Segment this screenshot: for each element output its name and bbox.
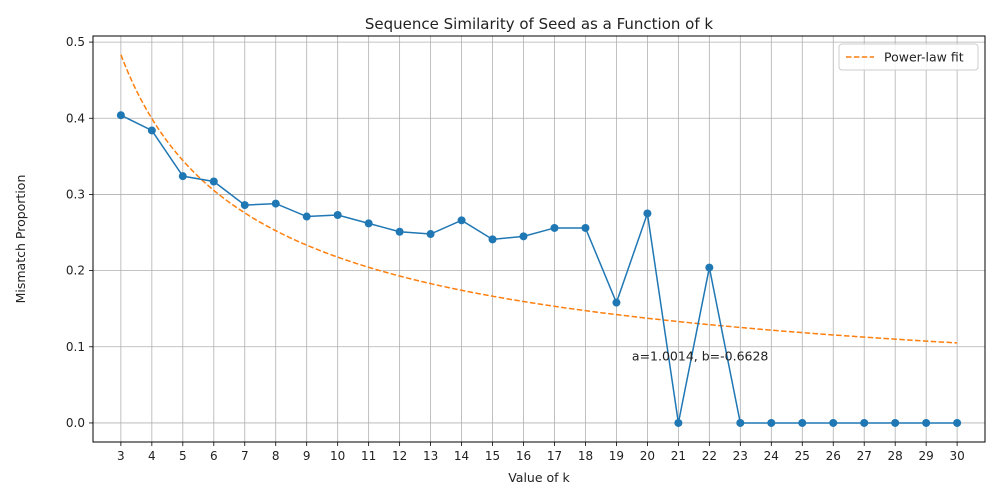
x-tick-label: 16: [516, 449, 531, 463]
fit-parameters-annotation: a=1.0014, b=-0.6628: [632, 348, 769, 363]
x-axis-ticks: 3 4 5 6 7 8 9 10 11 12 13 14 15 16 17 18 19 20 21 22 23 24 25 2…: [117, 442, 965, 463]
plot-frame: [92, 35, 986, 443]
data-point: [550, 223, 559, 232]
x-tick-label: 3: [117, 449, 125, 463]
data-point: [643, 209, 652, 218]
data-point: [891, 418, 900, 427]
data-point: [798, 418, 807, 427]
data-point: [581, 223, 590, 232]
data-point: [395, 227, 404, 236]
x-tick-label: 23: [733, 449, 748, 463]
data-point: [736, 418, 745, 427]
x-tick-label: 10: [330, 449, 345, 463]
x-tick-label: 21: [671, 449, 686, 463]
x-tick-label: 27: [857, 449, 872, 463]
data-point: [674, 418, 683, 427]
power-law-fit-layer: [120, 54, 958, 344]
x-tick-label: 20: [640, 449, 655, 463]
data-point: [364, 219, 373, 228]
x-tick-label: 11: [361, 449, 376, 463]
y-tick-label: 0.3: [66, 187, 85, 201]
chart-title: Sequence Similarity of Seed as a Functio…: [365, 15, 713, 33]
data-point: [519, 232, 528, 241]
data-series-layer: [116, 111, 962, 427]
x-tick-label: 7: [241, 449, 249, 463]
data-point: [953, 418, 962, 427]
data-point: [271, 199, 280, 208]
legend-box: [838, 43, 979, 71]
data-point: [302, 212, 311, 221]
y-tick-label: 0.1: [66, 340, 85, 354]
y-tick-label: 0.2: [66, 264, 85, 278]
x-tick-label: 26: [826, 449, 841, 463]
x-tick-label: 15: [485, 449, 500, 463]
x-tick-label: 18: [578, 449, 593, 463]
y-axis-title: Mismatch Proportion: [13, 175, 28, 304]
data-point: [457, 216, 466, 225]
data-point: [333, 211, 342, 220]
data-point: [860, 418, 869, 427]
x-tick-label: 12: [392, 449, 407, 463]
legend: Power-law fit: [838, 43, 979, 71]
data-point: [705, 263, 714, 272]
x-tick-label: 22: [702, 449, 717, 463]
data-point: [147, 126, 156, 135]
x-tick-label: 28: [888, 449, 903, 463]
x-tick-label: 13: [423, 449, 438, 463]
data-point: [767, 418, 776, 427]
x-tick-label: 30: [949, 449, 964, 463]
data-point: [829, 418, 838, 427]
data-point: [116, 111, 125, 120]
y-tick-label: 0.0: [66, 416, 85, 430]
data-point: [240, 201, 249, 210]
x-tick-label: 5: [179, 449, 187, 463]
data-point: [178, 172, 187, 181]
x-tick-label: 19: [609, 449, 624, 463]
y-tick-label: 0.5: [66, 35, 85, 49]
x-tick-label: 17: [547, 449, 562, 463]
x-tick-label: 24: [764, 449, 779, 463]
x-tick-label: 29: [919, 449, 934, 463]
y-axis-ticks: 0.0 0.1 0.2 0.3 0.4 0.5: [66, 35, 93, 430]
x-tick-label: 8: [272, 449, 280, 463]
data-point: [612, 298, 621, 307]
data-point: [209, 177, 218, 186]
x-tick-label: 6: [210, 449, 218, 463]
power-law-fit-line: [120, 54, 958, 344]
data-point: [426, 230, 435, 239]
legend-label-power-law-fit: Power-law fit: [884, 50, 964, 65]
data-point: [922, 418, 931, 427]
x-tick-label: 25: [795, 449, 810, 463]
x-tick-label: 4: [148, 449, 156, 463]
data-series-line: [120, 114, 958, 424]
x-axis-title: Value of k: [508, 470, 570, 485]
y-tick-label: 0.4: [66, 111, 85, 125]
x-tick-label: 9: [303, 449, 311, 463]
x-tick-label: 14: [454, 449, 469, 463]
data-point: [488, 235, 497, 244]
